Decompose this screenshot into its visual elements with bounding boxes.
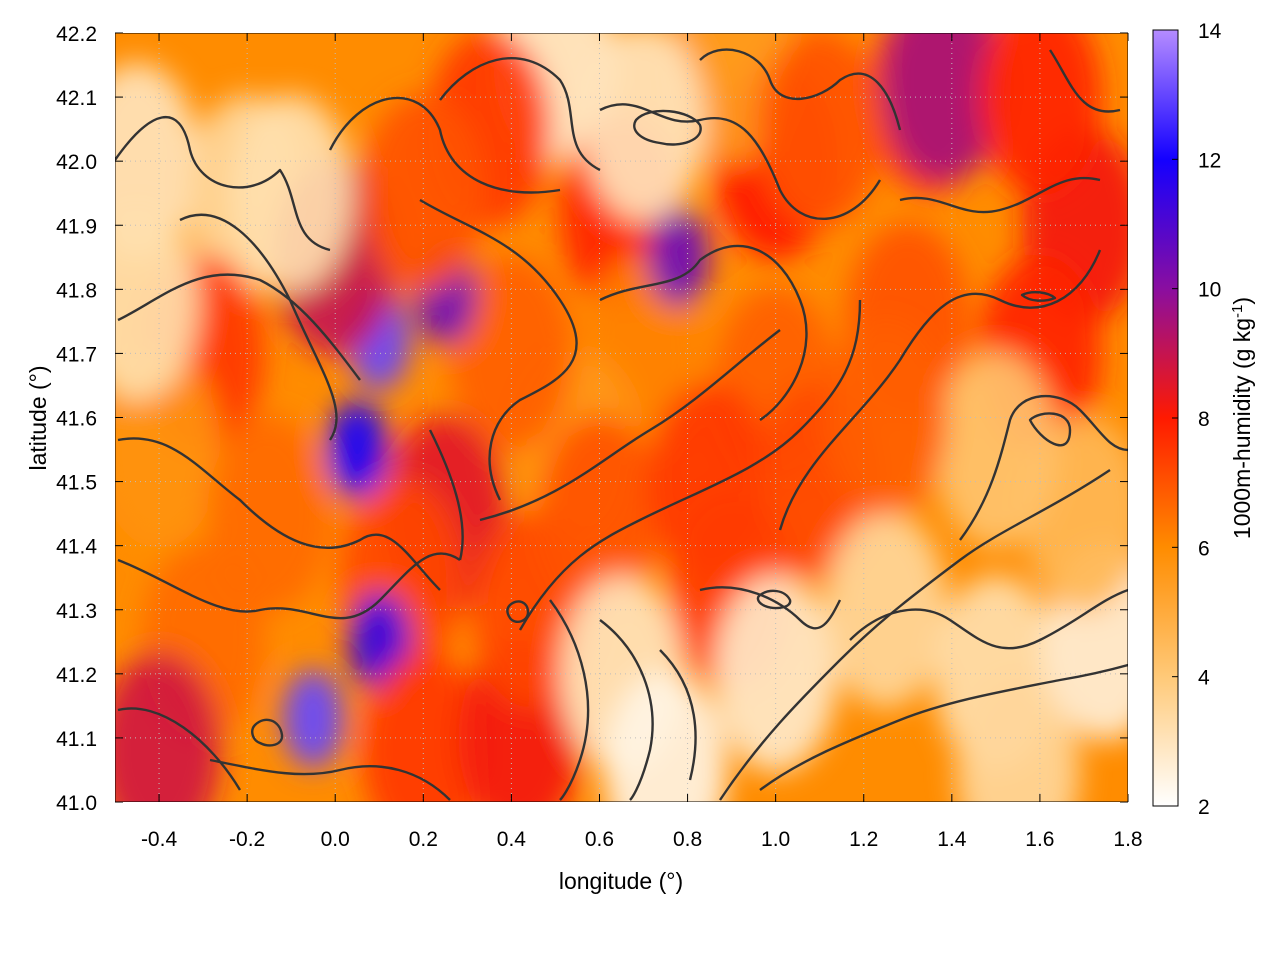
contour-line (759, 663, 1128, 791)
x-tick-label: 1.8 (1113, 828, 1142, 851)
humidity-cell (934, 350, 1058, 549)
y-tick-label: 41.2 (56, 664, 97, 687)
contour-line (117, 437, 441, 591)
humidity-field (115, 33, 1128, 802)
contour-line (699, 586, 842, 630)
colorbar-label-exponent: -1 (1229, 305, 1246, 318)
x-tick-label: -0.4 (141, 828, 178, 851)
contour-line (659, 649, 697, 781)
colorbar-tick-label: 6 (1198, 537, 1210, 560)
colorbar-label-close: ) (1229, 297, 1255, 305)
colorbar-tick-label: 12 (1198, 149, 1221, 172)
contour-line (518, 299, 862, 631)
x-tick-label: -0.2 (229, 828, 265, 851)
grid (115, 33, 1128, 802)
humidity-cell (978, 33, 1102, 196)
contour-line (439, 57, 601, 172)
y-tick-label: 41.4 (56, 536, 97, 559)
x-tick-label: 0.8 (673, 828, 702, 851)
y-tick-label: 41.9 (56, 215, 97, 238)
contour-line (251, 718, 284, 747)
colorbar-label: 1000m-humidity (g kg-1) (1229, 297, 1255, 539)
contour-line (1020, 290, 1057, 302)
contour-line (756, 589, 792, 610)
contour-line (428, 429, 464, 561)
y-tick-label: 41.1 (56, 728, 97, 751)
colorbar-tick-label: 4 (1198, 667, 1210, 690)
colorbar: 2 4 6 8 10 12 14 1000m-humidity (g kg-1) (1152, 20, 1255, 819)
contour-line (959, 395, 1128, 541)
contour-line (1049, 49, 1121, 113)
colorbar-tick-label: 10 (1198, 279, 1221, 302)
y-tick-label: 42.1 (56, 87, 97, 110)
humidity-cell (282, 669, 345, 769)
humidity-cell (326, 400, 389, 499)
humidity-cell (603, 671, 728, 802)
y-axis-ticks: 41.0 41.1 41.2 41.3 41.4 41.5 41.6 41.7 41.8 41.9… (56, 23, 1128, 815)
contour-line (117, 552, 461, 620)
colorbar-label-main: 1000m-humidity (g kg (1229, 318, 1255, 539)
contour-line (1028, 412, 1072, 447)
x-axis-ticks: -0.4 -0.2 0.0 0.2 0.4 0.6 0.8 1.0 1.2 1.4 1.6 1.8 (141, 33, 1143, 851)
x-tick-label: 1.0 (761, 828, 790, 851)
humidity-cell (647, 207, 710, 307)
humidity-cell (956, 671, 1080, 802)
contour-line (209, 758, 451, 801)
y-tick-label: 41.8 (56, 279, 97, 302)
contour-line (719, 469, 1111, 801)
humidity-cell (115, 652, 221, 802)
x-tick-label: 1.2 (849, 828, 878, 851)
x-tick-label: 0.4 (497, 828, 527, 851)
colorbar-tick-label: 2 (1198, 796, 1210, 819)
x-axis-label: longitude (°) (559, 868, 683, 894)
humidity-cell (881, 33, 1005, 183)
contour-line (633, 109, 702, 146)
contour-lines (115, 48, 1128, 801)
contour-line (115, 116, 331, 252)
colorbar-tick-label: 8 (1198, 408, 1210, 431)
plot-area (115, 33, 1128, 802)
y-tick-label: 41.6 (56, 408, 97, 431)
humidity-cell (758, 33, 882, 228)
colorbar-ticks: 2 4 6 8 10 12 14 (1172, 20, 1222, 819)
contour-line (506, 600, 530, 624)
x-tick-label: 0.0 (321, 828, 350, 851)
y-tick-label: 41.3 (56, 600, 97, 623)
contour-line (899, 176, 1101, 214)
contour-line (117, 707, 242, 791)
x-tick-label: 0.6 (585, 828, 614, 851)
contour-line (699, 48, 902, 131)
humidity-cell (581, 33, 706, 222)
y-axis-label: latitude (°) (25, 365, 51, 470)
contour-line (599, 619, 654, 801)
y-tick-label: 41.5 (56, 472, 97, 495)
colorbar-tick-label: 14 (1198, 20, 1222, 43)
contour-line (179, 213, 338, 441)
y-tick-label: 41.0 (56, 792, 97, 815)
humidity-cell (115, 203, 199, 401)
x-tick-label: 1.4 (937, 828, 967, 851)
contour-line (117, 273, 361, 381)
contour-line (549, 599, 590, 801)
y-tick-label: 41.7 (56, 343, 97, 366)
x-tick-label: 0.2 (409, 828, 438, 851)
contour-line (778, 249, 1102, 531)
contour-line (328, 96, 561, 194)
humidity-cell (361, 652, 485, 802)
contour-line (479, 329, 781, 522)
y-tick-label: 42.2 (56, 23, 97, 46)
x-tick-label: 1.6 (1025, 828, 1054, 851)
contour-line (599, 244, 808, 421)
contour-line (419, 198, 578, 501)
contour-line (849, 588, 1128, 650)
y-tick-label: 42.0 (56, 151, 97, 174)
